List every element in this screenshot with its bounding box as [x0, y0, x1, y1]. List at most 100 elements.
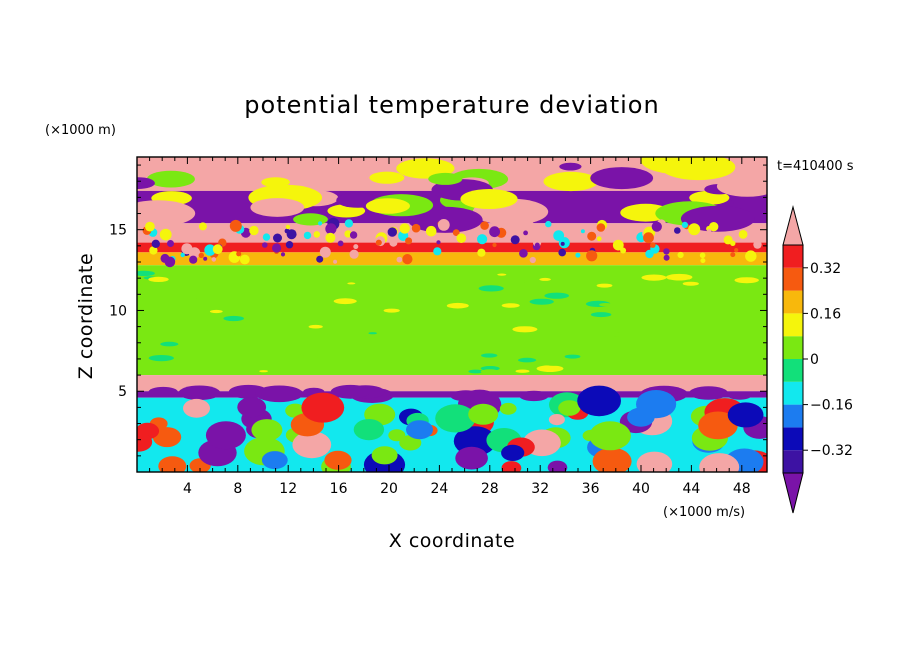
texture-blob: [478, 285, 504, 292]
x-tick-label: 48: [733, 481, 751, 497]
x-unit-label: (×1000 m/s): [663, 505, 745, 520]
x-tick-label: 24: [430, 481, 448, 497]
texture-blob: [353, 244, 359, 250]
texture-blob: [303, 231, 312, 240]
texture-blob: [682, 281, 699, 286]
texture-blob: [727, 391, 752, 400]
texture-blob: [523, 221, 536, 233]
texture-blob: [148, 276, 169, 282]
texture-blob: [516, 280, 527, 283]
texture-blob: [455, 446, 488, 470]
texture-blob: [240, 346, 250, 349]
colorbar-swatch: [783, 267, 803, 291]
texture-blob: [273, 233, 282, 243]
texture-blob: [318, 221, 323, 226]
texture-blob: [700, 258, 706, 264]
texture-blob: [636, 451, 673, 472]
texture-blob: [501, 303, 520, 308]
texture-blob: [499, 402, 517, 415]
texture-blob: [353, 320, 373, 326]
texture-blob: [319, 246, 331, 258]
x-tick-label: 12: [279, 481, 297, 497]
texture-blob: [137, 432, 153, 452]
texture-blob: [148, 355, 174, 362]
texture-blob: [149, 246, 158, 255]
field-layer-4: [137, 252, 767, 266]
texture-blob: [477, 248, 486, 257]
texture-blob: [204, 244, 216, 256]
x-tick-label: 32: [531, 481, 549, 497]
texture-blob: [325, 223, 337, 235]
texture-blob: [167, 240, 174, 247]
texture-blob: [480, 221, 489, 230]
texture-blob: [641, 274, 667, 281]
texture-blob: [596, 283, 613, 288]
texture-blob: [399, 223, 410, 234]
texture-blob: [562, 237, 569, 243]
texture-blob: [645, 249, 654, 259]
texture-blob: [371, 353, 390, 358]
texture-blob: [262, 233, 271, 241]
y-tick-label: 5: [118, 384, 127, 400]
texture-blob: [480, 369, 499, 374]
texture-blob: [539, 277, 551, 281]
y-tick-label: 10: [109, 303, 127, 319]
texture-blob: [586, 250, 598, 262]
texture-blob: [255, 385, 304, 403]
texture-blob: [590, 312, 612, 318]
y-axis: 5 10 15: [109, 164, 767, 457]
colorbar-swatch: [783, 381, 803, 405]
texture-blob: [501, 461, 522, 472]
texture-blob: [529, 256, 536, 264]
texture-blob: [396, 256, 403, 263]
texture-blob: [734, 248, 739, 253]
colorbar-swatch: [783, 427, 803, 451]
texture-blob: [489, 226, 500, 238]
texture-blob: [251, 419, 283, 441]
texture-blob: [738, 230, 748, 239]
texture-blob: [436, 240, 441, 245]
texture-blob: [308, 324, 323, 329]
texture-blob: [651, 221, 662, 232]
texture-blob: [151, 239, 160, 248]
colorbar-swatch: [783, 313, 803, 337]
texture-blob: [189, 255, 198, 264]
texture-blob: [730, 252, 736, 258]
x-tick-label: 8: [233, 481, 242, 497]
texture-blob: [699, 252, 706, 259]
texture-blob: [468, 403, 499, 425]
texture-blob: [452, 229, 460, 237]
texture-blob: [198, 252, 204, 259]
texture-blob: [349, 249, 359, 259]
texture-blob: [262, 304, 272, 308]
texture-blob: [387, 227, 397, 237]
texture-blob: [330, 384, 371, 399]
texture-blob: [389, 238, 398, 247]
texture-blob: [596, 223, 606, 232]
texture-blob: [596, 236, 602, 242]
texture-blob: [730, 283, 758, 291]
y-unit-label: (×1000 m): [45, 123, 116, 138]
colorbar: 0.32 0.16 0 −0.16 −0.32: [782, 205, 853, 514]
texture-blob: [353, 419, 385, 441]
texture-blob: [285, 241, 294, 249]
colorbar-tick-label: 0: [810, 352, 819, 368]
texture-blob: [148, 386, 178, 398]
texture-blob: [650, 242, 656, 248]
texture-blob: [212, 244, 223, 255]
texture-blob: [689, 386, 728, 400]
texture-blob: [481, 353, 498, 358]
y-tick-label: 15: [109, 223, 127, 239]
texture-blob: [627, 407, 655, 427]
texture-blob: [519, 390, 549, 402]
texture-blob: [523, 230, 528, 236]
texture-blob: [734, 277, 759, 284]
texture-blob: [405, 237, 413, 245]
texture-blob: [558, 248, 566, 257]
colorbar-swatch: [783, 245, 803, 268]
texture-blob: [411, 223, 421, 233]
texture-blob: [468, 369, 484, 374]
texture-blob: [727, 402, 764, 428]
texture-blob: [333, 298, 357, 305]
texture-blob: [389, 361, 404, 366]
